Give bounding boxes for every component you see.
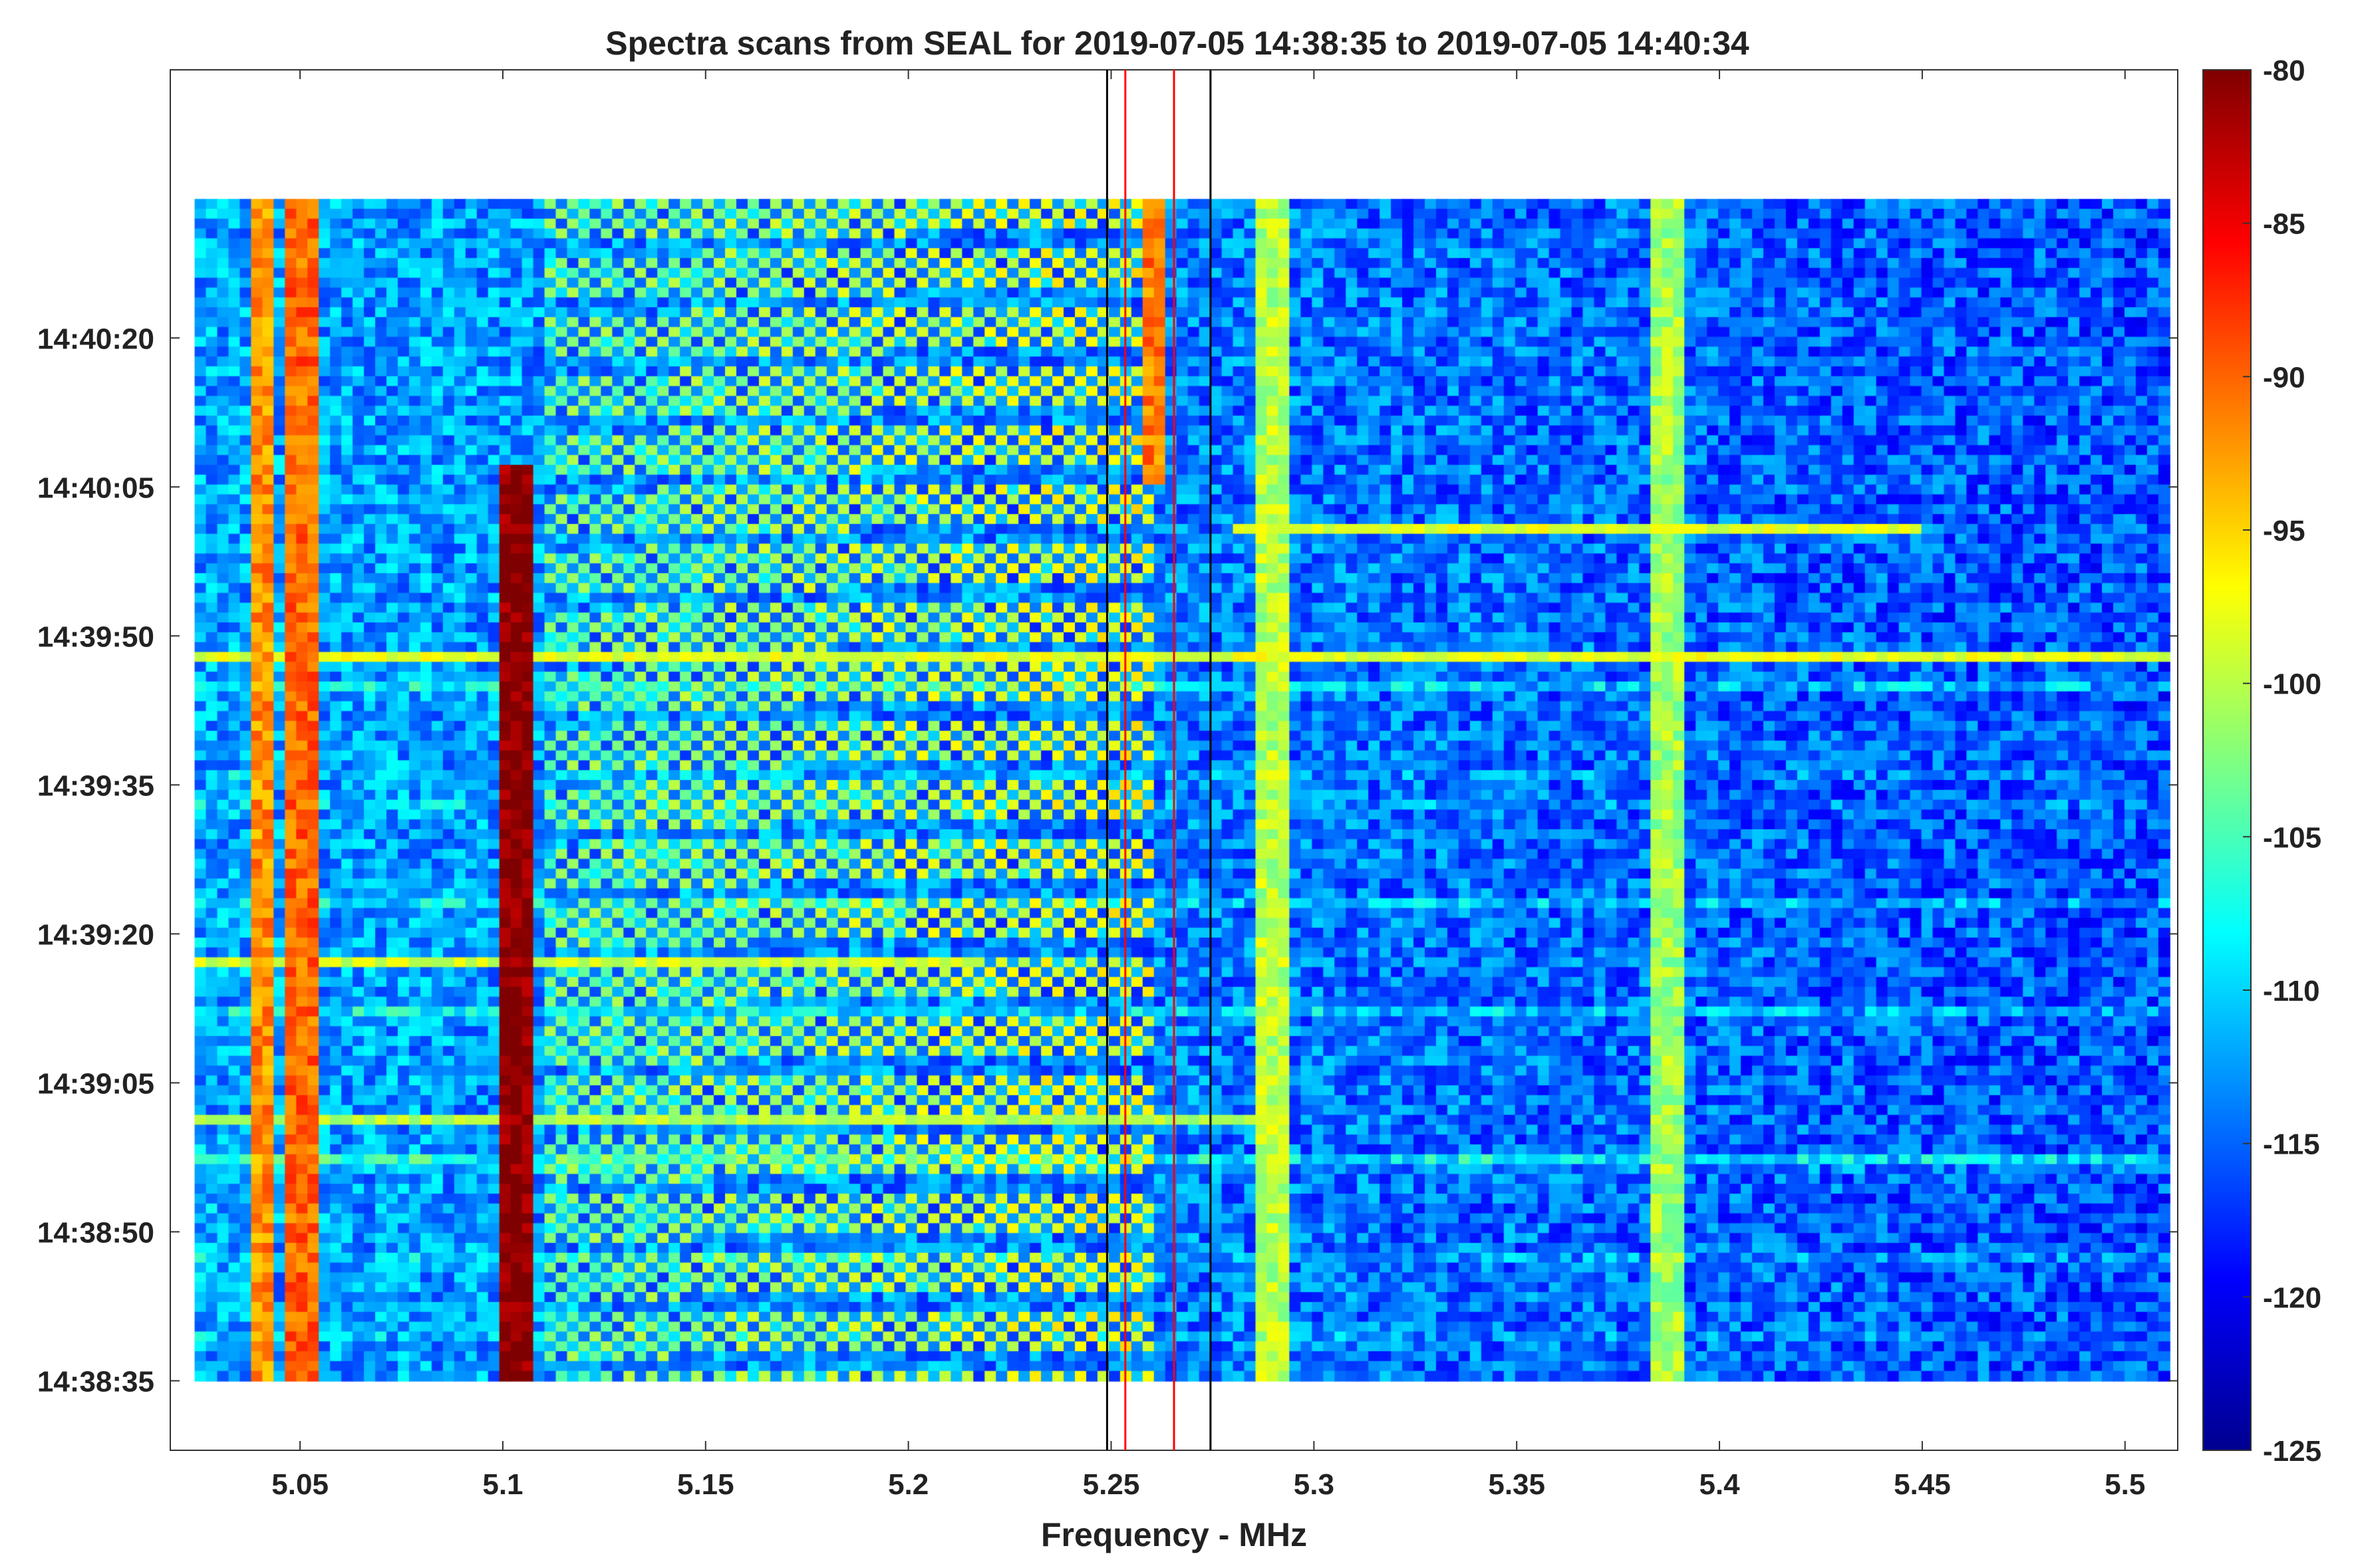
x-tick-label: 5.1 — [482, 1468, 523, 1501]
x-tick-label: 5.35 — [1488, 1468, 1545, 1501]
x-tick-label: 5.2 — [888, 1468, 929, 1501]
colorbar — [2202, 69, 2252, 1451]
marker-lines — [1105, 70, 1212, 1450]
y-tick-label: 14:38:35 — [37, 1365, 154, 1398]
colorbar-tick-label: -80 — [2263, 55, 2305, 87]
x-tick-label: 5.3 — [1294, 1468, 1334, 1501]
y-tick-label: 14:39:05 — [37, 1067, 154, 1100]
colorbar-tick-label: -105 — [2263, 821, 2321, 854]
colorbar-ticks: -80 -85 -90 -95 -100 -105 -110 -115 -120 -125 — [2243, 55, 2321, 1468]
colorbar-tick-label: -85 — [2263, 208, 2305, 241]
y-tick-label: 14:38:50 — [37, 1216, 154, 1249]
colorbar-tick-label: -115 — [2263, 1128, 2320, 1161]
y-tick-label: 14:40:05 — [37, 471, 154, 504]
x-tick-label: 5.4 — [1699, 1468, 1740, 1501]
colorbar-tick-label: -110 — [2263, 975, 2320, 1007]
x-axis-label: Frequency - MHz — [1041, 1516, 1307, 1553]
y-tick-label: 14:39:50 — [37, 620, 154, 653]
heatmap-area — [193, 123, 2178, 1396]
colorbar-tick-label: -100 — [2263, 668, 2321, 701]
y-tick-label: 14:39:20 — [37, 918, 154, 951]
x-tick-label: 5.5 — [2105, 1468, 2145, 1501]
colorbar-tick-label: -120 — [2263, 1281, 2321, 1314]
x-tick-label: 5.15 — [677, 1468, 734, 1501]
y-tick-label: 14:40:20 — [37, 323, 154, 355]
x-tick-label: 5.45 — [1894, 1468, 1951, 1501]
x-tick-label: 5.05 — [271, 1468, 329, 1501]
x-axis: 5.05 5.1 5.15 5.2 5.25 5.3 5.35 5.4 5.45 5.5 — [271, 70, 2145, 1501]
colorbar-tick-label: -90 — [2263, 361, 2305, 394]
y-axis: 14:38:35 14:38:50 14:39:05 14:39:20 14:39:35… — [37, 323, 2178, 1398]
chart-title: Spectra scans from SEAL for 2019-07-05 1… — [605, 25, 1749, 62]
colorbar-tick-label: -125 — [2263, 1435, 2321, 1468]
colorbar-tick-label: -95 — [2263, 515, 2305, 547]
x-tick-label: 5.25 — [1083, 1468, 1140, 1501]
y-tick-label: 14:39:35 — [37, 769, 154, 802]
